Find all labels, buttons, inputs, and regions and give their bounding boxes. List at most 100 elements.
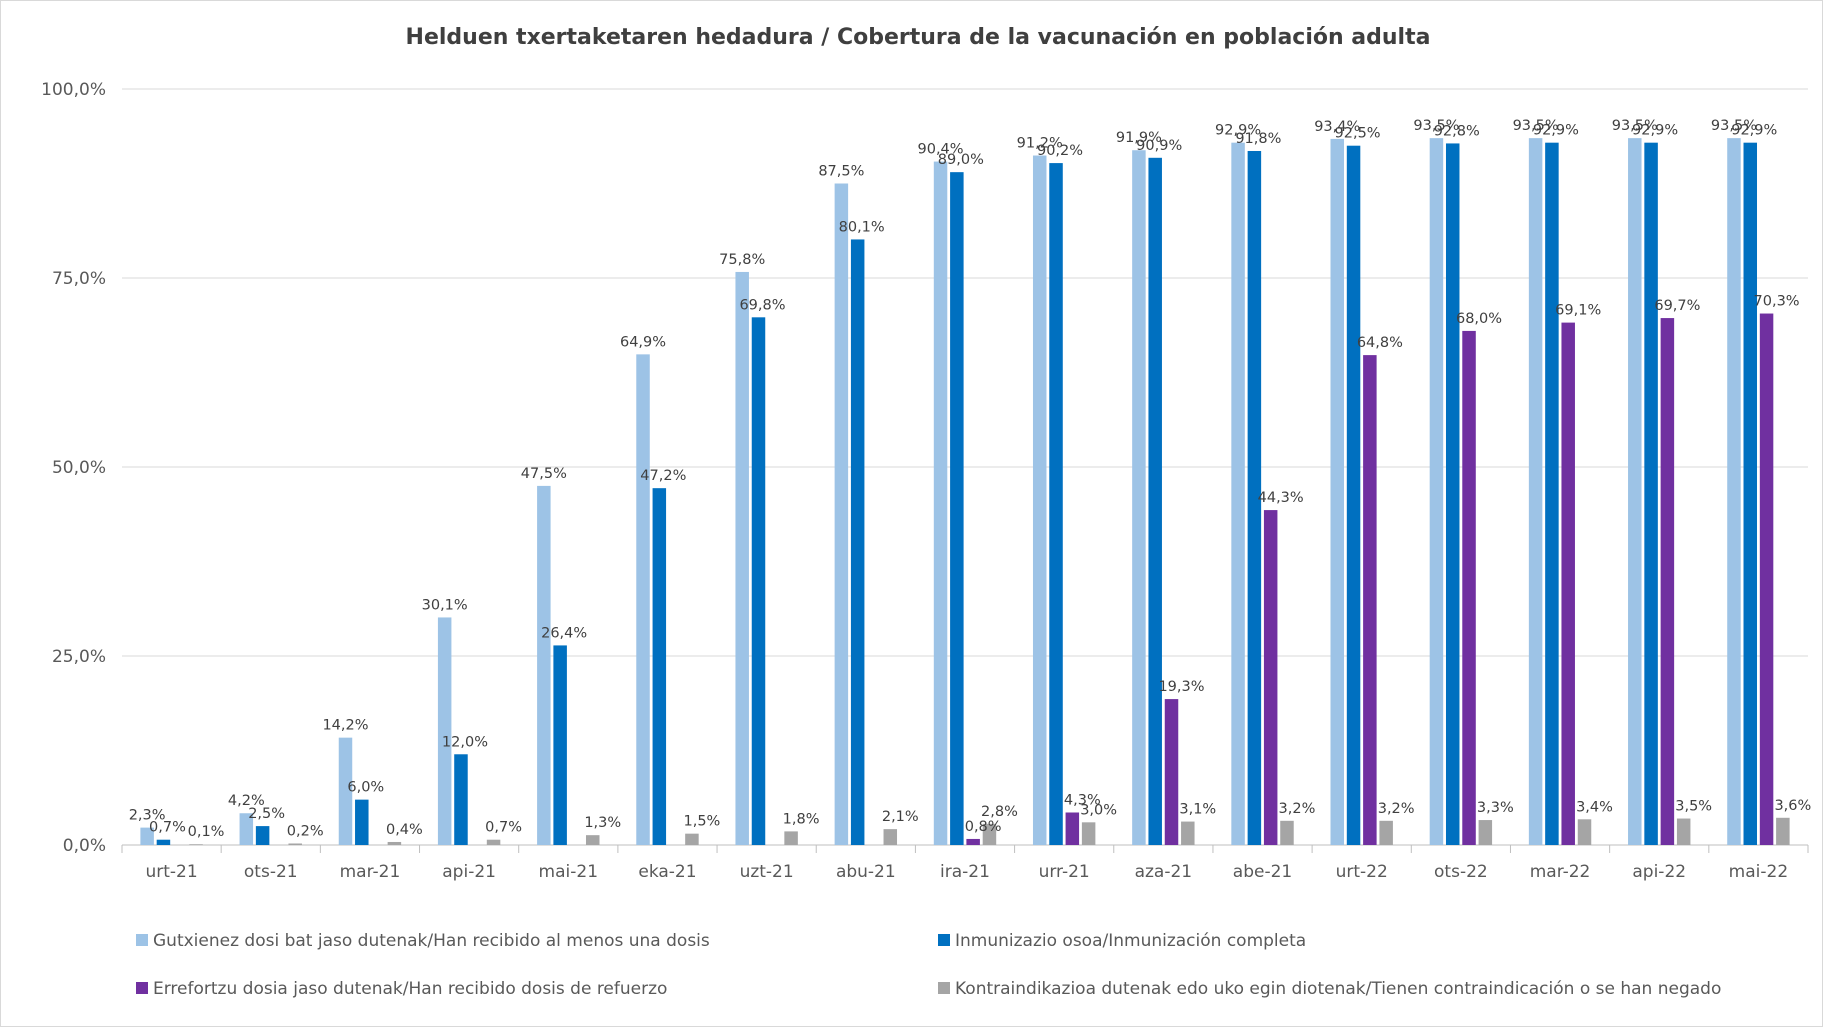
x-tick-label: abu-21 [836,862,896,882]
data-label: 2,1% [882,809,919,825]
data-label: 91,2% [1017,136,1063,152]
y-tick-label: 100,0% [41,80,106,100]
bar-series-4 [784,831,798,845]
data-label: 2,5% [248,806,285,822]
x-tick-label: ots-22 [1434,862,1488,882]
bar-series-1 [1032,155,1047,845]
x-tick-label: abe-21 [1233,862,1292,882]
x-tick-label: mai-21 [539,862,598,882]
x-tick-label: api-22 [1632,862,1686,882]
data-label: 89,0% [938,152,984,168]
x-tick-label: mar-22 [1530,862,1591,882]
bar-series-1 [537,485,551,845]
x-tick-label: ira-21 [940,862,990,882]
bar-series-4 [585,835,600,845]
bar-series-1 [933,161,948,846]
bar-series-1 [1528,138,1543,845]
bar-series-1 [1330,138,1345,845]
data-label: 91,9% [1116,130,1162,146]
bar-series-4 [982,823,997,845]
data-labels: 2,3%0,7% 0,1%4,2%2,5%0,2%14,2%6,0%0,4%30,… [129,118,1812,840]
data-label: 3,6% [1774,798,1811,814]
data-label: 93,5% [1413,118,1459,134]
data-label: 92,9% [1533,123,1579,139]
bar-series-2 [1545,142,1559,845]
bar-series-2 [652,488,667,845]
data-label: 47,5% [521,466,567,482]
legend-label: Gutxienez dosi bat jaso dutenak/Han reci… [153,931,710,951]
data-label: 4,3% [1064,792,1101,808]
data-label: 92,5% [1335,126,1381,142]
data-label: 0,8% [965,819,1002,835]
data-label: 3,3% [1477,800,1514,816]
bar-series-4 [387,841,402,845]
bar-series-2 [255,826,270,845]
data-label: 69,1% [1555,303,1601,319]
data-label: 92,9% [1632,123,1678,139]
data-label: 2,8% [981,804,1018,820]
bar-series-2 [454,754,468,845]
bar-series-1 [140,827,154,845]
data-label: 3,4% [1576,799,1613,815]
bar-series-3 [1462,330,1476,845]
data-label: 80,1% [839,219,885,235]
data-label: 44,3% [1258,490,1304,506]
data-label: 69,8% [739,297,785,313]
bar-series-2 [1049,163,1063,845]
legend-swatch [938,934,950,946]
data-label: 1,5% [683,814,720,830]
bar-series-4 [1379,820,1393,845]
bar-series-1 [1231,142,1245,845]
bar-series-1 [1727,138,1741,845]
data-label: 0,7% [485,820,522,836]
y-tick-label: 50,0% [52,458,106,478]
legend-swatch [136,934,148,946]
x-tick-label: api-21 [442,862,496,882]
bar-series-2 [1346,145,1361,845]
data-label: 64,8% [1357,335,1403,351]
bar-series-2 [850,239,865,846]
data-label: 3,1% [1179,802,1216,818]
bar-series-2 [950,172,964,845]
data-label: 90,4% [918,142,964,158]
bar-series-3 [1363,355,1377,845]
data-label: 12,0% [442,734,488,750]
data-label: 0,2% [287,823,324,839]
data-label: 3,5% [1675,799,1712,815]
bar-series-2 [156,839,171,845]
bar-series-4 [883,829,898,845]
data-label: 70,3% [1754,294,1800,310]
data-label: 93,5% [1513,118,1559,134]
bar-series-4 [288,843,302,845]
data-label: 0,4% [386,822,423,838]
data-label: 0,7% [149,820,186,836]
chart-title: Helduen txertaketaren hedadura / Cobertu… [406,25,1431,50]
legend-label: Kontraindikazioa dutenak edo uko egin di… [955,979,1721,999]
x-tick-label: ots-21 [244,862,298,882]
x-tick-label: mai-22 [1729,862,1788,882]
bar-series-1 [834,183,849,845]
bar-series-1 [239,813,254,845]
data-label: 90,9% [1136,138,1182,154]
bar-series-3 [1759,313,1774,846]
bar-series-1 [1628,138,1642,845]
legend-label: Inmunizazio osoa/Inmunización completa [955,931,1306,951]
data-label: 1,3% [584,815,621,831]
data-label: 30,1% [422,597,468,613]
data-label: 3,0% [1080,802,1117,818]
legend: Gutxienez dosi bat jaso dutenak/Han reci… [136,931,1721,999]
data-label: 19,3% [1158,679,1204,695]
data-label: 92,9% [1215,123,1261,139]
data-label: 4,2% [228,793,265,809]
bar-series-3 [1660,318,1675,845]
x-tick-label: uzt-21 [740,862,794,882]
bar-series-1 [338,737,353,845]
bar-series-1 [735,271,749,845]
bar-series-4 [1478,820,1493,845]
gridlines [121,88,1809,853]
data-label: 1,8% [783,811,820,827]
y-tick-label: 75,0% [52,269,106,289]
bar-series-4 [1081,822,1096,845]
bar-series-4 [486,839,501,845]
